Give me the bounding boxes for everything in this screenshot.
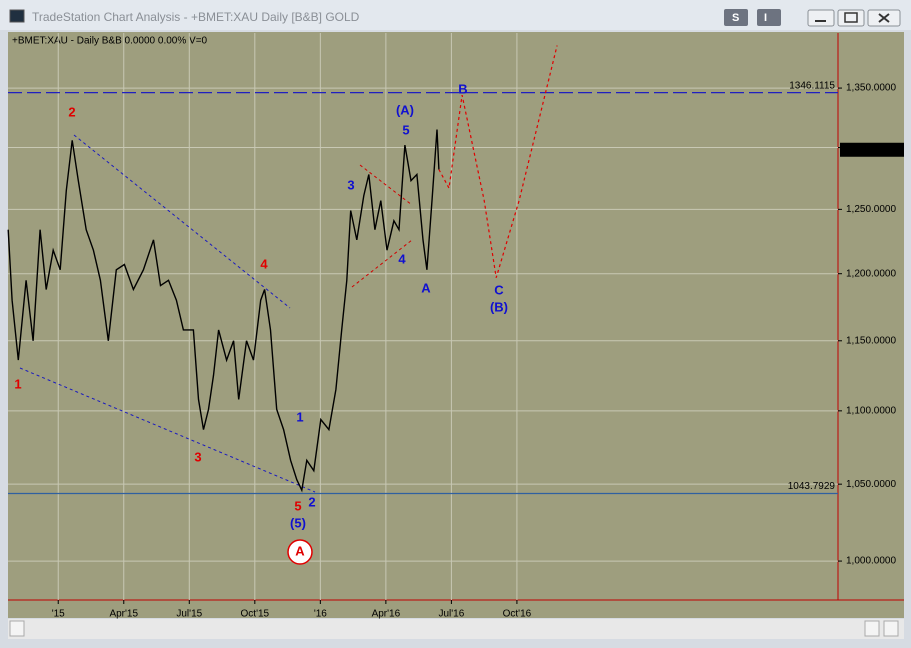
i-button[interactable] [757,9,781,26]
trend-line [19,367,316,493]
i-button-label: I [764,12,767,24]
channel-line [351,239,413,288]
wave-label: 4 [260,256,268,271]
wave-label: A [421,280,431,295]
y-tick-label: 1,100.0000 [846,405,896,416]
s-button-label: S [732,12,739,24]
wave-label: 5 [294,498,301,513]
maximize-icon [844,12,858,23]
grid [8,33,838,600]
level-label: 1043.7929 [788,481,836,492]
chart-area [8,32,904,618]
scroll-left[interactable] [9,620,25,637]
s-button[interactable] [724,9,748,26]
wave-label: 3 [347,177,354,192]
projection-line [438,45,558,278]
wave-label: 2 [68,104,75,119]
wave-label: A [295,543,305,558]
wave-label: (5) [290,515,306,530]
trend-line [73,134,291,309]
y-tick-label: 1,000.0000 [846,556,896,567]
wave-label: 4 [398,251,406,266]
app-icon [9,9,25,23]
scrollbar[interactable] [8,619,904,639]
last-price-box [840,142,904,157]
scroll-end[interactable] [883,620,899,637]
minimize-button[interactable] [807,9,835,27]
wave-label: 3 [194,449,201,464]
price-line [7,129,440,493]
x-tick-label: Oct'15 [241,609,270,620]
chart-header: +BMET:XAU - Daily B&B 0.0000 0.00% V=0 [12,36,208,47]
x-tick-label: Oct'16 [503,609,532,620]
wave-label: 5 [402,122,409,137]
close-icon [878,13,890,23]
x-tick-label: '16 [314,609,327,620]
y-tick-label: 1,250.0000 [846,204,896,215]
y-tick-label: 1,050.0000 [846,479,896,490]
wave-label: (A) [396,102,414,117]
wave-label: 1 [296,409,303,424]
wave-label: 1 [14,376,21,391]
x-tick-label: Apr'15 [109,609,138,620]
y-tick-label: 1,350.0000 [846,83,896,94]
wave-label: 2 [308,494,315,509]
wave-label: C [494,282,504,297]
wave-label: (B) [490,299,508,314]
window-title: TradeStation Chart Analysis - +BMET:XAU … [32,10,360,24]
y-tick-label: 1,200.0000 [846,268,896,279]
y-tick-label: 1,150.0000 [846,335,896,346]
channel-line [359,164,413,206]
x-tick-label: '15 [52,609,65,620]
x-tick-label: Jul'15 [176,609,202,620]
wave-label: B [458,81,467,96]
x-tick-label: Jul'16 [438,609,464,620]
x-tick-label: Apr'16 [372,609,401,620]
scroll-right[interactable] [864,620,880,637]
last-price-label: 1,298.1801 [843,144,893,155]
circle-marker [287,539,313,565]
level-label: 1346.1115 [789,80,835,91]
